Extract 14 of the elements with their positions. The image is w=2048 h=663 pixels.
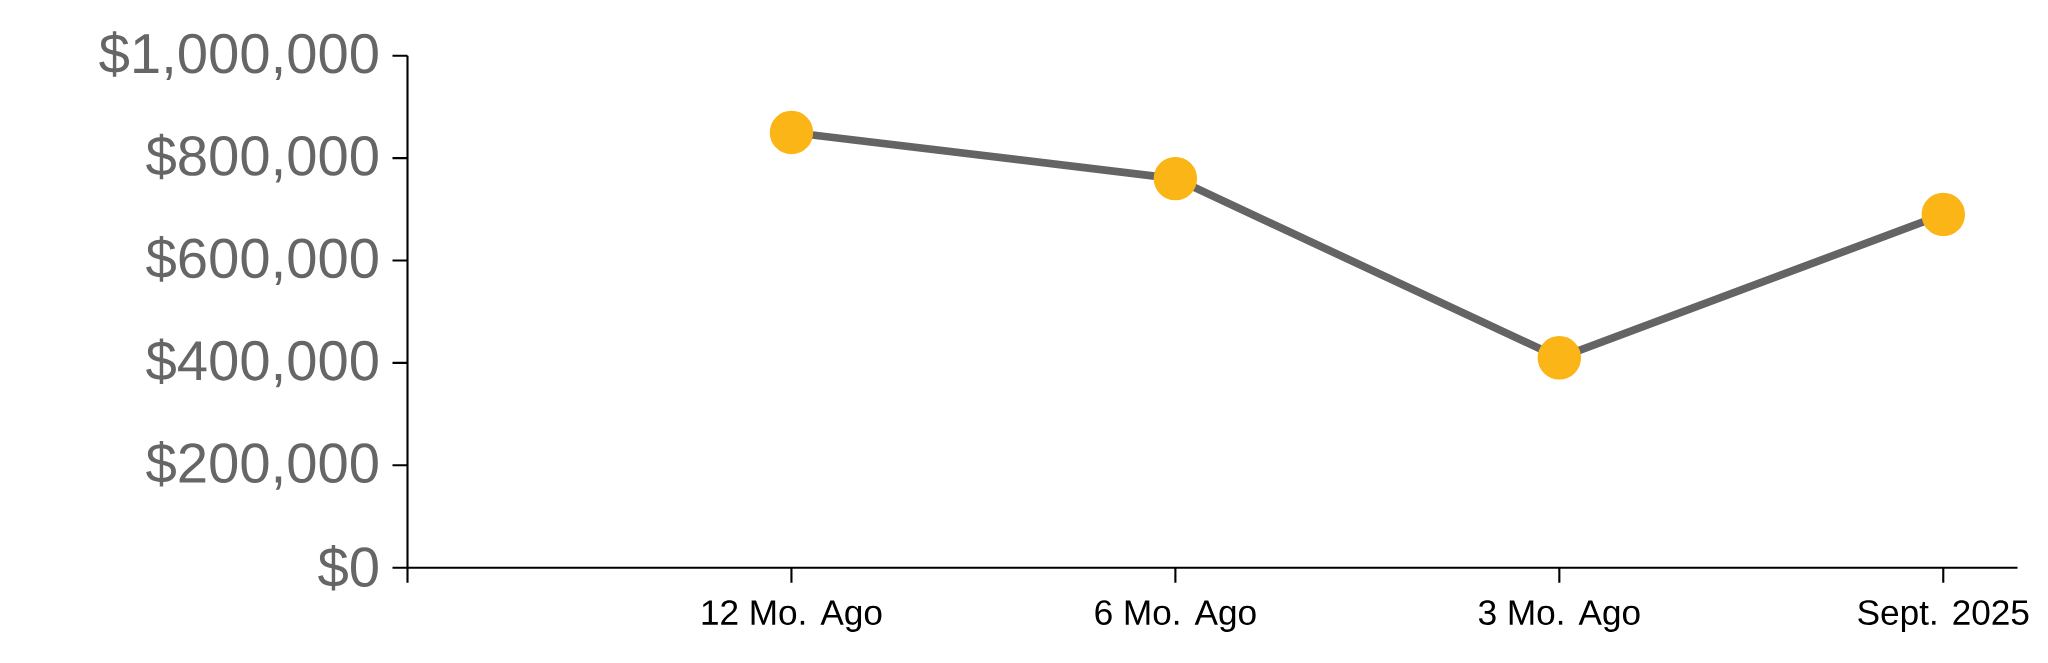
point [1921, 192, 1965, 237]
x-tick-label: 3 Mo. Ago [1478, 600, 1640, 632]
point [1537, 336, 1582, 380]
x-tick-label: Sept. 2025 [1858, 600, 2029, 632]
x-tick-label: 6 Mo. Ago [1095, 600, 1256, 632]
y-tick-label: $400,000 [146, 338, 378, 388]
y-tick-label: $600,000 [146, 236, 378, 285]
y-tick-label: $200,000 [146, 440, 378, 490]
y-tick-label: $800,000 [146, 133, 378, 183]
x-tick-label: 12 Mo. Ago [702, 600, 882, 632]
y-tick-label: $1,000,000 [99, 31, 378, 81]
y-tick-label: $0 [318, 544, 378, 591]
point [1153, 156, 1198, 201]
point [769, 110, 814, 155]
